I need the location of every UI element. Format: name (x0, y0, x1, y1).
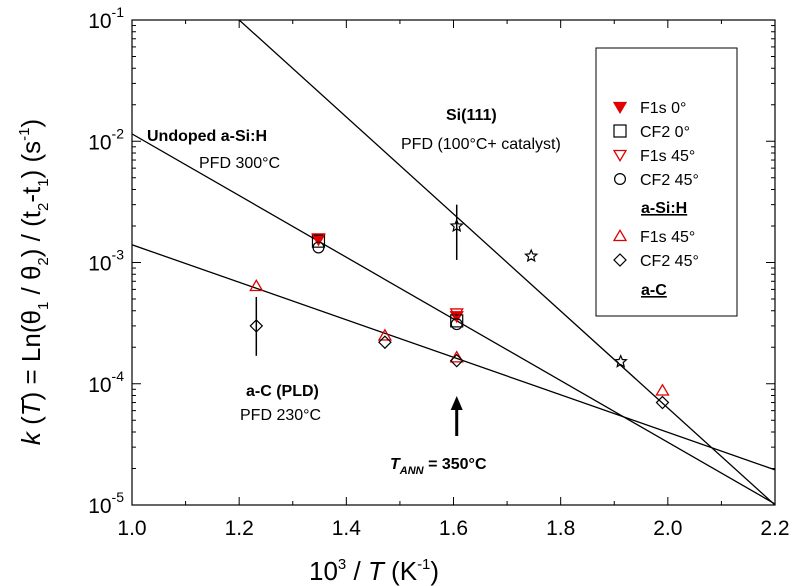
legend-box (595, 47, 738, 317)
data-point (311, 234, 326, 248)
annotation-asih-title: Undoped a-Si:H (147, 128, 267, 145)
y-tick-label: 10-5 (88, 489, 124, 518)
y-tick-label: 10-2 (88, 125, 124, 154)
legend-group-asih: a-Si:H (641, 200, 687, 217)
x-tick-label: 1.0 (117, 517, 146, 540)
data-point (378, 335, 392, 350)
data-point (613, 354, 628, 368)
annotation-asih-sub: PFD 300°C (199, 155, 280, 172)
arrow-head (450, 396, 463, 410)
y-tick-label: 10-3 (88, 247, 124, 276)
error-bars (255, 204, 458, 356)
x-tick-label: 1.8 (546, 517, 575, 540)
fit-line (238, 20, 775, 505)
x-tick-label: 1.6 (439, 517, 468, 540)
annotation-ac-sub: PFD 230°C (240, 407, 321, 424)
data-point (312, 241, 325, 254)
data-point (450, 318, 463, 331)
legend-marker (612, 149, 628, 162)
x-axis-label: 103 / T (K-1) (309, 556, 439, 586)
legend-entry-f1s-45: F1s 45° (640, 148, 695, 165)
legend-group-ac: a-C (641, 282, 667, 299)
legend-marker (612, 229, 628, 242)
annotation-si111-title: Si(111) (446, 107, 497, 124)
fit-line (132, 133, 775, 505)
data-point (449, 308, 464, 321)
legend-entry-cf2-45: CF2 45° (640, 172, 699, 189)
x-tick-label: 2.2 (760, 517, 789, 540)
data-point (524, 248, 539, 263)
axis-ticks (131, 19, 776, 506)
tick-labels: 1.0 1.2 1.4 1.6 1.8 2.0 2.2 10-5 10-4 10-3 10-2 10-… (88, 4, 789, 540)
x-tick-label: 2.0 (653, 517, 682, 540)
legend-marker (613, 173, 626, 186)
x-tick-label: 1.2 (225, 517, 254, 540)
legend-marker (613, 124, 627, 138)
legend-entry-cf2-0: CF2 0° (640, 124, 690, 141)
y-tick-label: 10-4 (88, 368, 124, 397)
y-axis-label: k (T) = Ln(θ1 / θ2) / (t2-t1) (s-1) (16, 119, 52, 445)
data-point (655, 383, 670, 396)
data-markers (249, 218, 670, 410)
legend-entry-f1s-0: F1s 0° (640, 100, 686, 117)
data-point (249, 319, 264, 333)
legend-entry-ac-f1s-45: F1s 45° (640, 229, 695, 246)
data-point (449, 353, 464, 368)
data-point (449, 218, 464, 233)
legend: F1s 0° CF2 0° F1s 45° CF2 45° a-Si:H F1s… (595, 47, 738, 317)
annotation-ac-title: a-C (PLD) (246, 383, 319, 400)
data-point (450, 314, 464, 328)
y-tick-label: 10-1 (88, 4, 124, 33)
data-point (249, 279, 264, 292)
data-point (449, 350, 464, 363)
legend-marker (613, 253, 627, 267)
legend-markers (612, 101, 628, 267)
data-point (655, 395, 670, 410)
tann-arrow (450, 396, 463, 436)
legend-marker (612, 101, 628, 114)
annotation-tann: TANN = 350°C (390, 456, 487, 477)
annotation-si111-sub: PFD (100°C+ catalyst) (401, 136, 561, 153)
data-point (311, 233, 326, 246)
x-tick-label: 1.4 (332, 517, 362, 540)
legend-entry-ac-cf2-45: CF2 45° (640, 253, 699, 270)
data-point (377, 328, 393, 341)
